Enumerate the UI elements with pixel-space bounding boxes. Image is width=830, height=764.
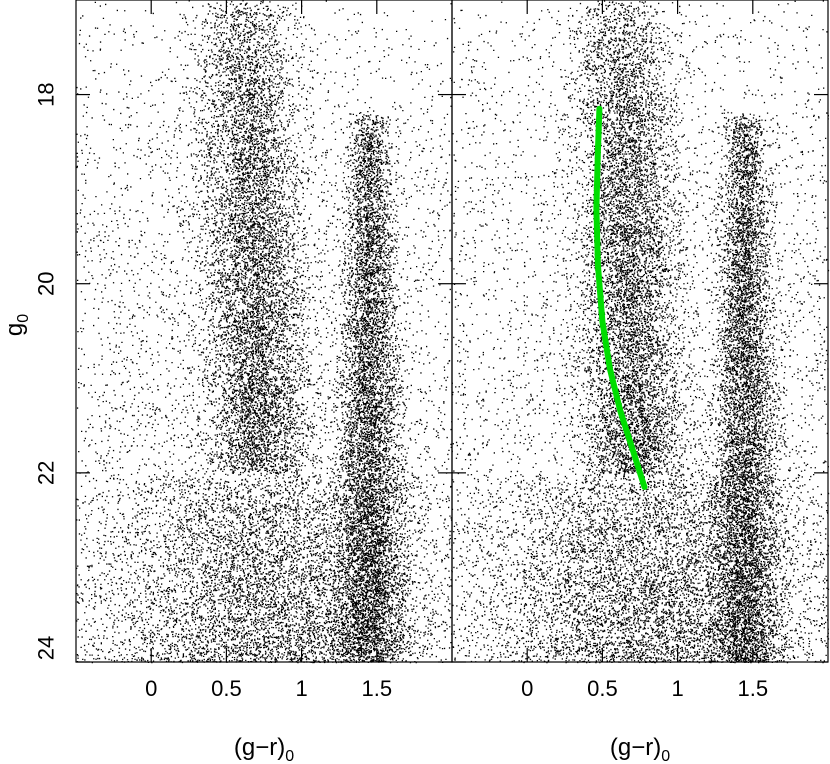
y-tick-label: 22 bbox=[34, 461, 59, 485]
x-tick-label: 0.5 bbox=[587, 676, 618, 701]
right-axis-ticks: 0 0.5 1 1.5 bbox=[452, 0, 828, 701]
x-tick-label: 0 bbox=[521, 676, 533, 701]
y-tick-label: 24 bbox=[34, 636, 59, 660]
x-tick-label: 1 bbox=[295, 676, 307, 701]
x-tick-label: 1.5 bbox=[362, 676, 393, 701]
left-plot-frame bbox=[75, 0, 453, 663]
left-panel: 0 0.5 1 1.5 18 20 22 24 (g−r)0 g0 bbox=[1, 0, 454, 764]
left-y-axis-title: g0 bbox=[1, 314, 32, 336]
scatter-point-cloud bbox=[76, 0, 454, 664]
right-plot-frame bbox=[451, 0, 829, 663]
y-tick-label: 18 bbox=[34, 82, 59, 106]
x-tick-label: 0.5 bbox=[211, 676, 242, 701]
x-tick-label: 1.5 bbox=[738, 676, 769, 701]
right-x-axis-title: (g−r)0 bbox=[610, 734, 670, 764]
isochrone-fit-line bbox=[593, 105, 648, 490]
y-tick-label: 20 bbox=[34, 271, 59, 295]
left-x-axis-title: (g−r)0 bbox=[234, 734, 294, 764]
right-scatter-points bbox=[452, 0, 830, 664]
left-scatter-points bbox=[76, 0, 454, 664]
x-tick-label: 1 bbox=[671, 676, 683, 701]
scatter-point-cloud bbox=[452, 0, 830, 664]
x-tick-label: 0 bbox=[145, 676, 157, 701]
left-axis-ticks: 0 0.5 1 1.5 18 20 22 24 bbox=[34, 0, 452, 701]
right-panel: 0 0.5 1 1.5 (g−r)0 bbox=[451, 0, 830, 764]
